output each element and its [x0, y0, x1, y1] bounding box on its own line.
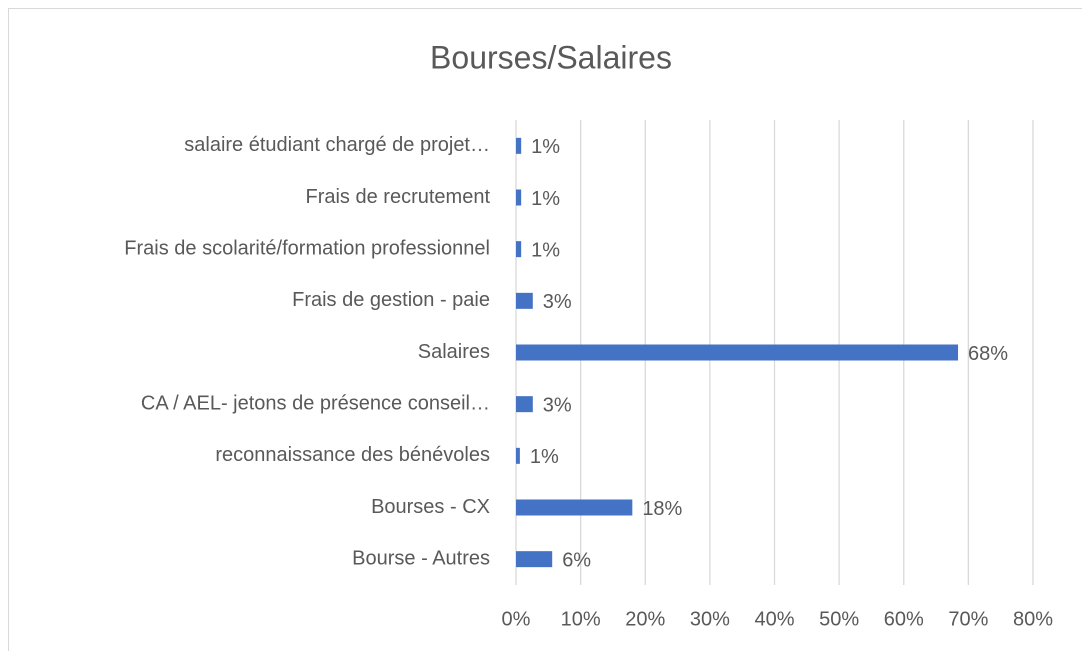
bar	[516, 241, 522, 258]
data-label: 3%	[543, 394, 572, 416]
y-tick-label: Salaires	[418, 341, 490, 363]
chart-border	[8, 8, 1082, 651]
bar	[516, 499, 633, 516]
data-label: 3%	[543, 291, 572, 313]
y-tick-label: CA / AEL- jetons de présence conseil…	[141, 392, 490, 414]
data-label: 1%	[531, 239, 560, 261]
y-tick-label: Frais de scolarité/formation professionn…	[124, 237, 490, 259]
data-label: 1%	[530, 446, 559, 468]
data-label: 1%	[531, 136, 560, 158]
data-label: 1%	[531, 188, 560, 210]
data-label: 6%	[562, 549, 591, 571]
data-label: 18%	[642, 498, 682, 520]
chart-title: Bourses/Salaires	[430, 39, 672, 75]
x-tick-label: 50%	[819, 608, 859, 630]
bar	[516, 292, 533, 309]
x-tick-label: 60%	[884, 608, 924, 630]
x-tick-label: 10%	[561, 608, 601, 630]
bar	[516, 344, 959, 361]
bar	[516, 551, 553, 568]
data-label: 68%	[968, 343, 1008, 365]
y-tick-label: Bourses - CX	[371, 496, 490, 518]
y-tick-label: Frais de gestion - paie	[292, 289, 490, 311]
x-tick-label: 70%	[948, 608, 988, 630]
bar	[516, 396, 533, 413]
x-tick-label: 40%	[754, 608, 794, 630]
x-tick-label: 80%	[1013, 608, 1053, 630]
y-tick-label: reconnaissance des bénévoles	[215, 444, 490, 466]
y-tick-label: Frais de recrutement	[305, 186, 490, 208]
bar	[516, 447, 520, 464]
bar	[516, 189, 522, 206]
y-tick-label: Bourse - Autres	[352, 547, 490, 569]
x-tick-label: 0%	[502, 608, 531, 630]
x-tick-label: 20%	[625, 608, 665, 630]
bar	[516, 137, 522, 154]
y-tick-label: salaire étudiant chargé de projet…	[184, 134, 490, 156]
x-tick-label: 30%	[690, 608, 730, 630]
